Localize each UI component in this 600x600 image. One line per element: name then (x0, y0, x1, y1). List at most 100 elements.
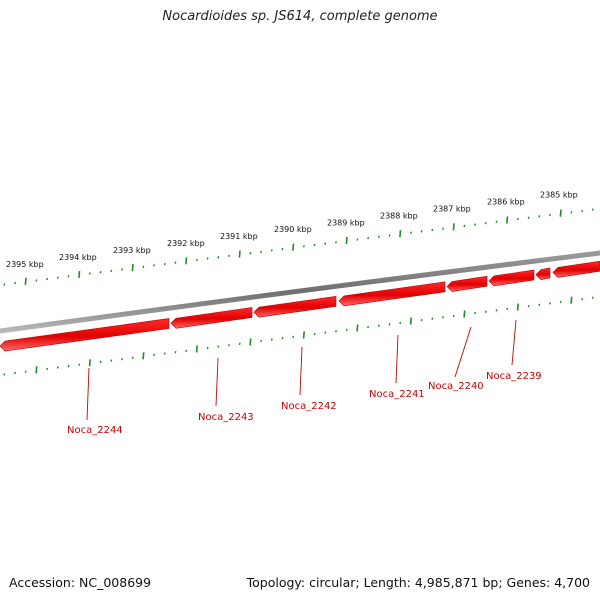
gene-track (0, 260, 600, 352)
gene-label: Noca_2241 (369, 389, 425, 400)
scale-tick (88, 359, 91, 367)
scale-tick (281, 337, 284, 340)
scale-tick (335, 241, 337, 244)
scale-tick (356, 324, 359, 332)
topology-summary: Topology: circular; Length: 4,985,871 bp… (246, 575, 590, 590)
scale-tick (228, 343, 230, 347)
gene-label: Noca_2244 (67, 425, 123, 436)
scale-tick (420, 230, 423, 233)
inner-scale-ticks (3, 296, 594, 376)
scale-tick (110, 359, 113, 362)
scale-tick (452, 314, 455, 318)
scale-tick (420, 318, 423, 322)
scale-tick (516, 303, 519, 311)
scale-tick (292, 335, 295, 339)
scale-tick (377, 235, 380, 239)
scale-tick (570, 211, 573, 214)
scale-tick (581, 297, 584, 301)
scale-tick (527, 216, 530, 219)
scale-tick (356, 238, 359, 241)
scale-tick (377, 324, 380, 327)
scale-tick (549, 213, 551, 217)
scale-label: 2385 kbp (540, 191, 578, 200)
scale-tick (484, 221, 487, 225)
gene-leader-line (299, 346, 303, 396)
scale-label: 2395 kbp (6, 260, 44, 269)
scale-tick (56, 366, 59, 369)
scale-tick (67, 275, 70, 278)
scale-tick (442, 316, 444, 319)
scale-tick (281, 247, 284, 251)
gene-label: Noca_2243 (198, 412, 254, 423)
gene-arrow (535, 267, 551, 281)
outer-scale-labels: 2395 kbp 2394 kbp 2393 kbp 2392 kbp 2391 kbp… (6, 191, 578, 269)
scale-tick (88, 272, 91, 275)
scale-tick (35, 279, 38, 282)
scale-tick (345, 328, 348, 332)
scale-tick (3, 373, 6, 376)
scale-tick (538, 303, 541, 306)
scale-tick (474, 311, 477, 315)
scale-tick (442, 227, 444, 230)
outer-scale-ticks (3, 208, 594, 286)
gene-labels: Noca_2244 Noca_2243 Noca_2242 Noca_2241Noca… (67, 319, 542, 436)
scale-tick (302, 331, 305, 339)
scale-tick (46, 277, 49, 281)
scale-tick (131, 264, 134, 272)
scale-tick (153, 353, 156, 357)
scale-label: 2389 kbp (327, 218, 365, 227)
genome-backbone (0, 250, 600, 334)
scale-tick (195, 345, 198, 353)
scale-tick (484, 310, 487, 313)
scale-tick (559, 209, 562, 217)
scale-tick (463, 224, 466, 228)
scale-tick (174, 261, 177, 264)
scale-label: 2391 kbp (220, 232, 258, 241)
gene-arrow (338, 281, 446, 307)
gene-label: Noca_2242 (281, 401, 337, 412)
scale-tick (46, 367, 49, 371)
scale-tick (270, 249, 273, 252)
scale-tick (249, 251, 252, 255)
scale-tick (538, 215, 541, 218)
scale-tick (495, 309, 498, 312)
scale-tick (110, 269, 113, 273)
gene-leader-line (454, 326, 472, 378)
scale-tick (345, 236, 348, 244)
scale-tick (206, 346, 209, 350)
scale-tick (463, 310, 466, 318)
scale-tick (24, 370, 27, 373)
scale-tick (260, 250, 263, 254)
scale-tick (409, 317, 412, 325)
scale-tick (367, 236, 370, 240)
scale-label: 2392 kbp (167, 239, 205, 248)
scale-tick (324, 331, 327, 334)
scale-tick (121, 268, 123, 271)
scale-tick (14, 281, 16, 285)
scale-label: 2390 kbp (274, 225, 312, 234)
scale-tick (163, 262, 166, 266)
scale-tick (367, 325, 370, 329)
scale-tick (35, 366, 38, 374)
scale-tick (335, 330, 337, 333)
scale-tick (302, 245, 305, 248)
gene-arrow (552, 260, 600, 278)
scale-tick (399, 230, 402, 238)
scale-tick (516, 217, 519, 221)
scale-tick (206, 257, 209, 260)
scale-tick (99, 271, 102, 274)
gene-leader-line (395, 334, 399, 384)
scale-tick (67, 364, 70, 368)
map-title: Nocardioides sp. JS614, complete genome (162, 9, 438, 24)
scale-tick (131, 356, 134, 359)
scale-tick (260, 339, 263, 343)
scale-tick (399, 321, 402, 325)
accession-text: Accession: NC_008699 (9, 575, 152, 590)
scale-tick (195, 258, 198, 262)
scale-label: 2394 kbp (59, 253, 97, 262)
scale-tick (185, 349, 188, 352)
scale-label: 2393 kbp (113, 246, 151, 255)
scale-tick (431, 317, 434, 320)
gene-label: Noca_2240 (428, 381, 484, 392)
